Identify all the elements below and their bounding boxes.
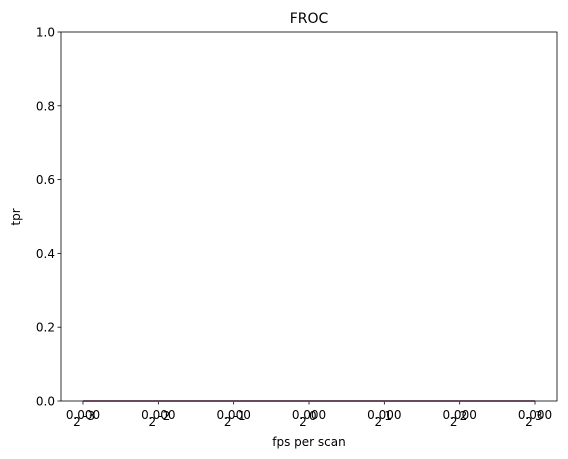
x-tick-exponent: 0 [309,409,317,423]
x-tick-base: 2 [450,415,458,429]
x-tick-base: 2 [224,415,232,429]
x-tick-overlay-label: 0.000 [292,408,326,422]
x-axis: 2 -30.000 2 -20.000 2 -10.000 2 00.000 2 10.000 2 2… [66,401,552,429]
y-tick-label: 0.6 [36,173,55,187]
y-tick-label: 0.8 [36,99,55,113]
x-tick-exponent: 1 [384,409,392,423]
x-tick-overlay-label: 0.000 [141,408,175,422]
y-tick-label: 1.0 [36,26,55,40]
x-tick-base: 2 [525,415,533,429]
x-tick-overlay-label: 0.000 [216,408,250,422]
y-tick-label: 0.0 [36,395,55,409]
y-tick-label: 0.4 [36,247,55,261]
x-tick-exponent: -2 [158,409,170,423]
x-tick-overlay-label: 0.000 [66,408,100,422]
x-axis-label: fps per scan [272,435,345,449]
x-tick-base: 2 [149,415,157,429]
y-tick-label: 0.2 [36,321,55,335]
x-tick-exponent: -3 [83,409,95,423]
x-tick-overlay-label: 0.000 [442,408,476,422]
plot-frame [60,31,558,402]
x-tick-base: 2 [375,415,383,429]
x-tick-base: 2 [73,415,81,429]
x-tick-overlay-label: 0.000 [518,408,552,422]
x-tick-exponent: 2 [460,409,468,423]
x-tick-exponent: 3 [535,409,543,423]
x-tick-overlay-label: 0.000 [367,408,401,422]
y-axis-label: tpr [9,208,23,225]
chart-title: FROC [290,11,329,27]
x-tick-exponent: -1 [234,409,246,423]
y-axis: 0.0 0.2 0.4 0.6 0.8 1.0 [36,26,61,409]
x-tick-base: 2 [299,415,307,429]
